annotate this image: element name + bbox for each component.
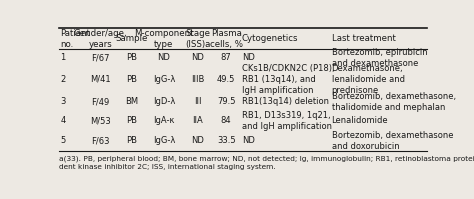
Text: 87: 87	[221, 54, 231, 62]
Text: ND: ND	[242, 136, 255, 145]
Text: Patient
no.: Patient no.	[60, 29, 91, 49]
Text: Plasma
cells, %: Plasma cells, %	[210, 29, 243, 49]
Text: IgG-λ: IgG-λ	[153, 136, 175, 145]
Text: 5: 5	[60, 136, 65, 145]
Text: IIA: IIA	[192, 116, 203, 125]
Text: F/67: F/67	[91, 54, 110, 62]
Text: 33.5: 33.5	[217, 136, 236, 145]
Text: 79.5: 79.5	[217, 97, 236, 106]
Text: F/49: F/49	[91, 97, 110, 106]
Text: 2: 2	[60, 75, 65, 84]
Text: 1: 1	[60, 54, 65, 62]
Text: ND: ND	[191, 136, 204, 145]
Text: Last treatment: Last treatment	[331, 34, 395, 43]
Text: ND: ND	[191, 54, 204, 62]
Text: 49.5: 49.5	[217, 75, 235, 84]
Text: RB1(13q14) deletion: RB1(13q14) deletion	[242, 97, 329, 106]
Text: Bortezomib, dexamethasone
and doxorubicin: Bortezomib, dexamethasone and doxorubici…	[331, 131, 453, 151]
Text: IgD-λ: IgD-λ	[153, 97, 175, 106]
Text: a(33). PB, peripheral blood; BM, bone marrow; ND, not detected; Ig, immunoglobul: a(33). PB, peripheral blood; BM, bone ma…	[59, 156, 474, 170]
Text: Cytogenetics: Cytogenetics	[242, 34, 298, 43]
Text: M/53: M/53	[90, 116, 111, 125]
Text: 3: 3	[60, 97, 66, 106]
Text: IgA-κ: IgA-κ	[153, 116, 174, 125]
Text: IgG-λ: IgG-λ	[153, 75, 175, 84]
Text: PB: PB	[126, 136, 137, 145]
Text: ND: ND	[242, 54, 255, 62]
Text: Bortezomib, dexamethasone,
thalidomide and mephalan: Bortezomib, dexamethasone, thalidomide a…	[331, 92, 456, 111]
Text: PB: PB	[126, 54, 137, 62]
Text: BM: BM	[125, 97, 138, 106]
Text: Bortezomib, epirubicin
and dexamethasone: Bortezomib, epirubicin and dexamethasone	[331, 48, 427, 68]
Text: PB: PB	[126, 116, 137, 125]
Text: III: III	[194, 97, 201, 106]
Text: ND: ND	[157, 54, 170, 62]
Text: CKs1B/CDKN2C (P18),
RB1 (13q14), and
IgH amplification: CKs1B/CDKN2C (P18), RB1 (13q14), and IgH…	[242, 64, 335, 95]
Text: RB1, D13s319, 1q21,
and IgH amplification: RB1, D13s319, 1q21, and IgH amplificatio…	[242, 111, 332, 131]
Text: PB: PB	[126, 75, 137, 84]
Text: Gender/age,
years: Gender/age, years	[74, 29, 128, 49]
Text: M/41: M/41	[91, 75, 111, 84]
Text: Dexamethasone,
lenalidomide and
prednisone: Dexamethasone, lenalidomide and predniso…	[331, 64, 404, 95]
Text: Sample: Sample	[116, 34, 148, 43]
Text: 4: 4	[60, 116, 65, 125]
Text: 84: 84	[221, 116, 231, 125]
Text: M-component
type: M-component type	[134, 29, 193, 49]
Text: F/63: F/63	[91, 136, 110, 145]
Text: IIIB: IIIB	[191, 75, 204, 84]
Text: Stage
(ISS)a: Stage (ISS)a	[185, 29, 210, 49]
Text: Lenalidomide: Lenalidomide	[331, 116, 388, 125]
